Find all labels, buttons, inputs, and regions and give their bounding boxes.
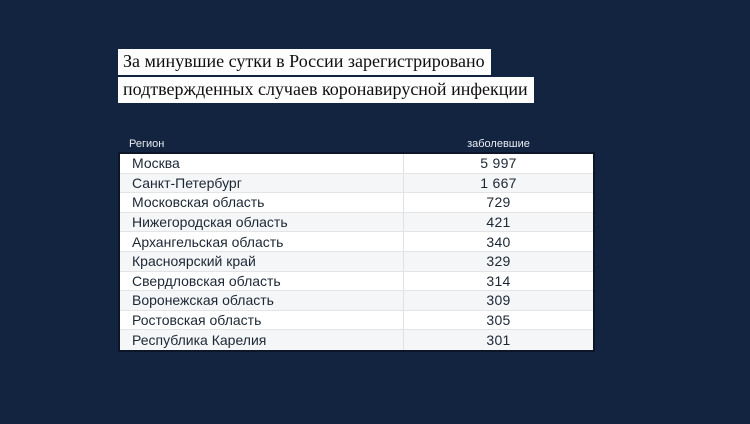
table-row: Москва 5 997 bbox=[120, 154, 593, 174]
headline-line-2: подтвержденных случаев коронавирусной ин… bbox=[118, 77, 534, 103]
cases-cell: 421 bbox=[486, 214, 511, 231]
cases-cell: 301 bbox=[486, 332, 511, 349]
cases-cell: 309 bbox=[486, 292, 511, 309]
region-cell: Архангельская область bbox=[120, 232, 404, 251]
cases-cell: 314 bbox=[486, 272, 511, 289]
table-row: Свердловская область 314 bbox=[120, 271, 593, 292]
region-cell: Ростовская область bbox=[120, 310, 404, 330]
cases-cell: 305 bbox=[486, 312, 511, 329]
region-cell: Красноярский край bbox=[120, 251, 404, 271]
table-row: Нижегородская область 421 bbox=[120, 212, 593, 233]
cases-cell: 729 bbox=[486, 194, 511, 211]
region-cell: Республика Карелия bbox=[120, 330, 404, 350]
table-row: Красноярский край 329 bbox=[120, 251, 593, 272]
table-row: Республика Карелия 301 bbox=[120, 330, 593, 350]
cases-cell: 329 bbox=[486, 253, 511, 270]
region-cell: Санкт-Петербург bbox=[120, 173, 404, 193]
region-cell: Московская область bbox=[120, 193, 404, 212]
table-row: Санкт-Петербург 1 667 bbox=[120, 173, 593, 194]
cases-cell: 340 bbox=[486, 233, 511, 250]
table-row: Ростовская область 305 bbox=[120, 310, 593, 331]
table-row: Московская область 729 bbox=[120, 193, 593, 213]
cases-cell: 5 997 bbox=[480, 155, 517, 172]
table-column-headers: Регион заболевшие bbox=[119, 137, 594, 152]
table-row: Воронежская область 309 bbox=[120, 291, 593, 311]
headline: За минувшие сутки в России зарегистриров… bbox=[118, 49, 534, 105]
region-cell: Москва bbox=[120, 154, 404, 173]
region-cell: Воронежская область bbox=[120, 291, 404, 310]
cases-table: Москва 5 997 Санкт-Петербург 1 667 Моско… bbox=[118, 152, 595, 352]
region-cell: Нижегородская область bbox=[120, 212, 404, 232]
table-row: Архангельская область 340 bbox=[120, 232, 593, 252]
column-header-region: Регион bbox=[129, 138, 165, 150]
column-header-cases: заболевшие bbox=[467, 138, 530, 150]
region-cell: Свердловская область bbox=[120, 271, 404, 291]
headline-line-1: За минувшие сутки в России зарегистриров… bbox=[118, 49, 491, 75]
cases-cell: 1 667 bbox=[480, 174, 517, 191]
